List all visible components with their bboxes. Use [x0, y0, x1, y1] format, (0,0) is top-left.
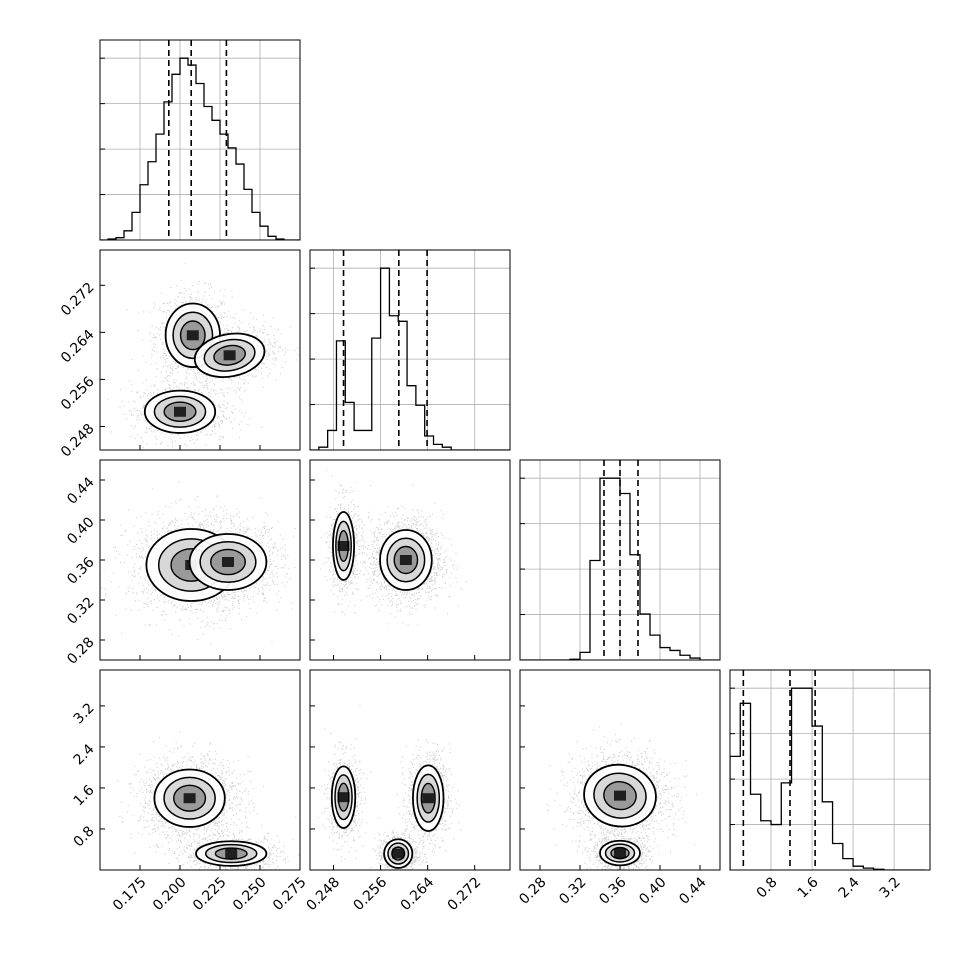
density-peak — [174, 406, 186, 417]
y-tick-label: 2.4 — [71, 741, 98, 768]
panel-frame — [99, 39, 301, 241]
x-tick-label: 0.256 — [351, 874, 391, 914]
x-tick-label: 0.248 — [304, 874, 344, 914]
density-peak — [422, 793, 435, 804]
panel-frame — [729, 669, 931, 871]
x-tick-label: 1.6 — [795, 874, 822, 901]
x-tick-label: 0.44 — [676, 874, 709, 907]
x-tick-label: 0.175 — [110, 874, 150, 914]
panel-frame — [309, 669, 511, 871]
y-tick-label: 0.264 — [58, 327, 98, 367]
histogram-step — [100, 57, 300, 240]
density-peak — [614, 790, 626, 801]
panel-3-3 — [729, 669, 931, 871]
y-tick-label: 1.6 — [71, 782, 98, 809]
panel-1-2 — [309, 459, 511, 661]
x-tick-label: 0.272 — [445, 874, 485, 914]
density-peak — [223, 350, 236, 361]
panel-1-3 — [309, 669, 511, 871]
panel-0-0 — [99, 39, 301, 241]
panel-frame — [99, 249, 301, 451]
y-tick-label: 0.36 — [64, 554, 97, 587]
panel-frame — [519, 669, 721, 871]
y-tick-label: 0.248 — [58, 421, 98, 461]
y-tick-label: 0.44 — [64, 474, 97, 507]
panel-0-2 — [99, 459, 301, 661]
panel-frame — [309, 249, 511, 451]
panel-frame — [519, 459, 721, 661]
x-tick-label: 0.40 — [636, 874, 669, 907]
histogram-step — [730, 687, 925, 870]
density-peak — [183, 793, 196, 804]
density-peak — [225, 848, 238, 859]
x-tick-label: 0.275 — [270, 874, 310, 914]
density-peak — [337, 541, 350, 551]
y-tick-label: 0.40 — [64, 514, 97, 547]
y-tick-label: 0.28 — [64, 634, 97, 667]
scatter-points — [320, 470, 467, 626]
panel-0-3 — [99, 669, 301, 871]
density-peak — [392, 848, 405, 859]
x-tick-label: 0.200 — [150, 874, 190, 914]
y-tick-label: 0.272 — [58, 280, 98, 320]
x-tick-label: 3.2 — [877, 874, 904, 901]
density-peak — [399, 555, 412, 565]
density-peak — [222, 557, 234, 567]
x-tick-label: 2.4 — [836, 874, 863, 901]
y-tick-label: 3.2 — [71, 700, 98, 727]
panel-2-3 — [519, 669, 721, 871]
y-tick-label: 0.32 — [64, 594, 97, 627]
panel-0-1 — [99, 249, 301, 451]
y-tick-label: 0.256 — [58, 374, 98, 414]
y-tick-label: 0.8 — [71, 823, 98, 850]
x-tick-label: 0.28 — [516, 874, 549, 907]
panel-2-2 — [519, 459, 721, 661]
x-tick-label: 0.36 — [596, 874, 629, 907]
panel-frame — [309, 459, 511, 661]
x-tick-label: 0.8 — [754, 874, 781, 901]
x-tick-label: 0.32 — [556, 874, 589, 907]
density-peak — [337, 792, 350, 803]
density-peak — [614, 848, 626, 859]
x-tick-label: 0.250 — [230, 874, 270, 914]
density-peak — [186, 330, 199, 341]
x-tick-label: 0.225 — [190, 874, 230, 914]
panel-1-1 — [309, 249, 511, 451]
panel-frame — [99, 669, 301, 871]
panel-frame — [99, 459, 301, 661]
x-tick-label: 0.264 — [398, 874, 438, 914]
